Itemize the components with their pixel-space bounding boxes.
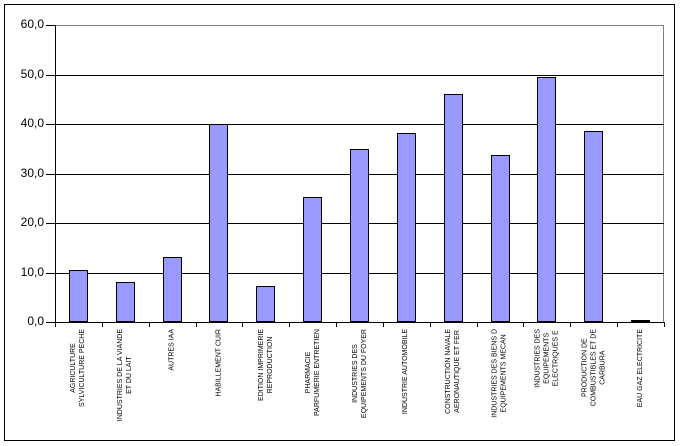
x-axis-tick xyxy=(383,322,384,327)
x-axis-tick xyxy=(196,322,197,327)
category-label: EDITION IMPRIMERIE REPRODUCTION xyxy=(257,329,275,401)
category-label-line: EQUIPEMENTS xyxy=(543,332,551,384)
y-axis-tick-label: 10,0 xyxy=(20,265,44,279)
bar xyxy=(116,282,135,322)
plot-area xyxy=(55,25,664,322)
y-axis-tick xyxy=(46,273,55,274)
bar xyxy=(209,124,228,322)
category-label-line: PRODUCTION DE xyxy=(581,338,589,398)
category-label-line: INDUSTRIE AUTOMOBILE xyxy=(402,329,410,415)
bar xyxy=(397,133,416,322)
category-label-line: CONSTRUCTION NAVALE xyxy=(445,329,452,414)
y-axis-tick xyxy=(46,174,55,175)
y-axis-tick-label: 60,0 xyxy=(20,17,44,31)
y-axis-tick-label: 40,0 xyxy=(20,116,44,130)
bar xyxy=(69,270,88,322)
category-label-line: EQUIPEMENTS DU FOYER xyxy=(361,329,368,419)
category-label: EAU GAZ ELECTRICITE xyxy=(637,329,646,407)
x-axis-tick xyxy=(336,322,337,327)
category-label: HABILLEMENT CUIR xyxy=(215,329,224,397)
category-label: INDUSTRIES DES EQUIPEMENTS DU FOYER xyxy=(351,329,369,418)
category-label-line: EQUIPEMENTS MECAN xyxy=(501,334,508,413)
category-label-line: REPRODUCTION xyxy=(267,336,274,394)
category-label-line: EDITION IMPRIMERIE xyxy=(258,329,265,401)
category-label-line: AERONAUTIQUE ET FER xyxy=(454,330,461,413)
chart-frame xyxy=(4,4,675,441)
bar xyxy=(584,131,603,322)
category-label-line: INDUSTRIES DES xyxy=(534,329,542,388)
y-axis-tick-label: 50,0 xyxy=(20,67,44,81)
y-axis-tick xyxy=(46,75,55,76)
x-axis-tick xyxy=(55,322,56,327)
category-label-line: AUTRES IAA xyxy=(168,329,176,371)
bar xyxy=(491,155,510,322)
x-axis-tick xyxy=(102,322,103,327)
y-axis-tick-label: 30,0 xyxy=(20,166,44,180)
y-axis-tick-label: 0,0 xyxy=(27,314,44,328)
y-axis-tick xyxy=(46,25,55,26)
category-label-line: PARFUMERIE ENTRETIEN xyxy=(314,329,321,416)
category-label: INDUSTRIE AUTOMOBILE xyxy=(402,329,411,414)
category-label: AGRICULTURE SYLVICULTURE PECHE xyxy=(69,329,87,407)
y-axis-line xyxy=(55,25,56,323)
bar xyxy=(163,257,182,322)
y-axis-tick-label: 20,0 xyxy=(20,215,44,229)
category-label-line: ELECTRIQUES E xyxy=(552,330,560,387)
category-label-line: EAU GAZ ELECTRICITE xyxy=(637,329,645,408)
gridline xyxy=(56,124,664,125)
category-label-line: SYLVICULTURE PECHE xyxy=(79,329,86,407)
bar xyxy=(350,149,369,322)
category-label-line: HABILLEMENT CUIR xyxy=(215,329,223,397)
category-label: PHARMACIE PARFUMERIE ENTRETIEN xyxy=(304,329,322,416)
category-label-line: ET DU LAIT xyxy=(126,356,133,394)
y-axis-tick xyxy=(46,124,55,125)
category-label: PRODUCTION DE COMBUSTIBLES ET DE CARBURA xyxy=(581,329,608,406)
x-axis-tick xyxy=(477,322,478,327)
category-label-line: INDUSTRIES DES xyxy=(352,344,359,403)
category-label: CONSTRUCTION NAVALE AERONAUTIQUE ET FER xyxy=(444,329,462,414)
x-axis-tick xyxy=(430,322,431,327)
category-label-line: INDUSTRIES DES BIENS D xyxy=(492,329,499,418)
bar xyxy=(631,320,650,322)
x-axis-tick xyxy=(289,322,290,327)
gridline xyxy=(56,75,664,76)
category-label: INDUSTRIES DES EQUIPEMENTS ELECTRIQUES E xyxy=(534,329,561,388)
x-axis-tick xyxy=(664,322,665,327)
x-axis-tick xyxy=(570,322,571,327)
x-axis-line xyxy=(55,322,665,323)
category-label: AUTRES IAA xyxy=(168,329,177,371)
bar xyxy=(303,197,322,322)
y-axis-tick xyxy=(46,223,55,224)
bar xyxy=(444,94,463,322)
y-axis-tick xyxy=(46,322,55,323)
x-axis-tick xyxy=(242,322,243,327)
x-axis-tick xyxy=(149,322,150,327)
x-axis-tick xyxy=(617,322,618,327)
category-label-line: PHARMACIE xyxy=(305,351,312,394)
category-label-line: INDUSTRIES DE LA VIANDE xyxy=(117,329,124,422)
category-label: INDUSTRIES DE LA VIANDE ET DU LAIT xyxy=(116,329,134,421)
bar xyxy=(537,77,556,322)
category-label-line: CARBURA xyxy=(599,350,607,385)
category-label-line: AGRICULTURE xyxy=(70,343,77,393)
x-axis-tick xyxy=(523,322,524,327)
bar xyxy=(256,286,275,322)
category-label-line: COMBUSTIBLES ET DE xyxy=(590,329,598,407)
category-label: INDUSTRIES DES BIENS D EQUIPEMENTS MECAN xyxy=(491,329,509,418)
